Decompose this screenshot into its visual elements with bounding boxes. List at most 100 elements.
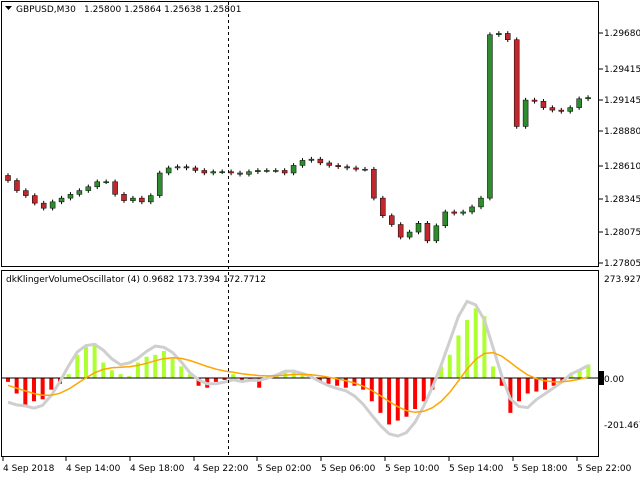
candle-body	[255, 170, 261, 172]
candle-body	[558, 109, 565, 112]
candle-body	[460, 211, 466, 214]
candle-body	[585, 97, 591, 100]
oscillator-plot	[2, 299, 598, 438]
oscillator-bar	[569, 374, 574, 379]
time-axis[interactable]: 4 Sep 2018 4 Sep 14:00 4 Sep 18:00 4 Sep…	[2, 457, 632, 474]
oscillator-bar	[543, 378, 548, 390]
oscillator-bar	[144, 356, 149, 379]
candle-body	[567, 107, 573, 112]
oscillator-bar	[239, 378, 244, 380]
oscillator-bar	[491, 366, 496, 379]
oscillator-bar	[49, 378, 54, 390]
candle-body	[237, 172, 243, 175]
time-label: 5 Sep 14:00	[449, 464, 504, 474]
oscillator-line	[7, 299, 590, 438]
candle-body	[317, 158, 324, 164]
oscillator-bar	[231, 374, 236, 379]
oscillator-bar	[577, 370, 582, 379]
candle-body	[156, 172, 163, 196]
oscillator-bar	[66, 374, 71, 379]
candle-body	[522, 99, 529, 127]
oscillator-bar	[40, 378, 45, 400]
candle-body	[264, 170, 270, 172]
current-value-marker	[598, 371, 604, 385]
candle-body	[121, 194, 127, 201]
candle-body	[67, 194, 74, 199]
oscillator-bar	[101, 362, 106, 379]
price-label: 1.28075	[604, 228, 640, 238]
oscillator-bar	[109, 370, 114, 379]
oscillator-bar	[465, 319, 470, 379]
candle-body	[478, 197, 484, 208]
candle-body	[103, 181, 109, 184]
candle-body	[531, 99, 538, 102]
candle-body	[94, 181, 100, 188]
oscillator-bar	[135, 362, 140, 379]
time-label: 5 Sep 02:00	[257, 464, 312, 474]
oscillator-bar	[352, 378, 357, 386]
indicator-title: dkKlingerVolumeOscillator (4) 0.9682 173…	[6, 275, 266, 285]
candle-body	[219, 171, 225, 173]
candle-body	[14, 180, 20, 191]
oscillator-bar	[161, 350, 166, 379]
symbol-header: GBPUSD,M30	[16, 5, 76, 15]
oscillator-bar	[482, 316, 487, 379]
oscillator-bar	[153, 354, 158, 379]
oscillator-bar	[361, 378, 366, 390]
oscillator-bar	[170, 358, 175, 379]
candle-body	[469, 206, 475, 213]
price-label: 1.29145	[604, 96, 640, 106]
candle-body	[130, 197, 136, 201]
oscillator-bar	[31, 378, 36, 402]
indicator-axis[interactable]: 273.9271 0.00 -201.4671	[598, 275, 640, 431]
candle-body	[371, 168, 377, 199]
candle-body	[112, 181, 118, 195]
time-label: 5 Sep 10:00	[385, 464, 440, 474]
candle-body	[505, 33, 511, 40]
price-label: 1.28880	[604, 127, 640, 137]
candle-body	[76, 190, 83, 195]
candle-body	[424, 223, 431, 242]
oscillator-bar	[369, 378, 374, 402]
candle-body	[192, 167, 199, 171]
candle-body	[23, 190, 29, 196]
ohlc-values: 1.25800 1.25864 1.25638 1.25801	[84, 5, 241, 15]
candle-body	[281, 170, 288, 174]
candle-body	[246, 171, 252, 175]
candle-body	[308, 158, 315, 161]
oscillator-bar	[499, 378, 504, 386]
candle-body	[32, 195, 38, 204]
oscillator-bar	[257, 378, 262, 388]
oscillator-bar	[75, 354, 80, 379]
candle-body	[210, 171, 217, 174]
candle-body	[513, 39, 520, 127]
oscillator-bar	[517, 378, 522, 402]
candle-body	[380, 197, 386, 216]
indicator-axis-top: 273.9271	[604, 275, 640, 285]
oscillator-bar	[127, 376, 132, 379]
indicator-axis-bottom: -201.4671	[604, 421, 640, 431]
main-chart-frame	[1, 1, 599, 267]
oscillator-bar	[326, 378, 331, 384]
candle-body	[272, 170, 279, 172]
oscillator-bar	[343, 378, 348, 388]
collapse-triangle-icon[interactable]	[5, 6, 12, 10]
candle-body	[326, 162, 333, 166]
candle-body	[353, 167, 359, 170]
oscillator-bar	[421, 378, 426, 402]
price-label: 1.28345	[604, 195, 640, 205]
candle-body	[139, 197, 145, 203]
price-label: 1.29680	[604, 29, 640, 39]
price-label: 1.27805	[604, 259, 640, 269]
oscillator-bar	[534, 378, 539, 392]
candle-body	[415, 223, 422, 233]
candle-body	[362, 168, 368, 171]
candle-body	[335, 165, 341, 167]
oscillator-bar	[447, 354, 452, 379]
candle-body	[433, 225, 440, 242]
oscillator-bar	[439, 366, 444, 379]
price-axis[interactable]: 1.29680 1.29415 1.29145 1.28880 1.28610 …	[599, 29, 640, 269]
candle-body	[85, 186, 92, 191]
oscillator-bar	[23, 378, 28, 408]
